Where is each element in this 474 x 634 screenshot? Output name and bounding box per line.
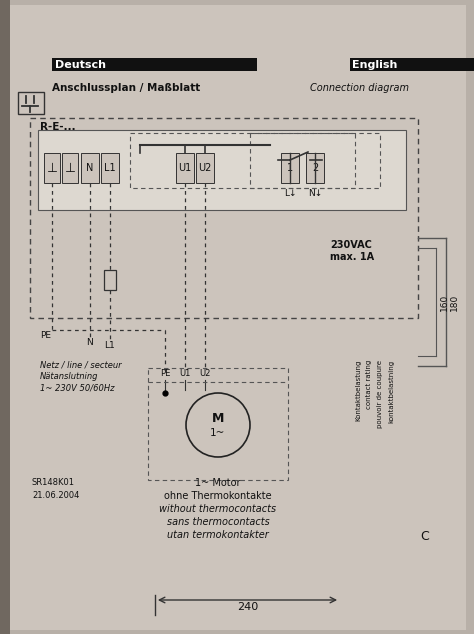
Text: Kontaktbelastung: Kontaktbelastung — [355, 360, 361, 422]
Text: contact rating: contact rating — [366, 360, 372, 410]
Bar — [44, 153, 60, 183]
Text: Anschlussplan / Maßblatt: Anschlussplan / Maßblatt — [52, 83, 200, 93]
Bar — [176, 153, 194, 183]
Bar — [52, 58, 257, 71]
Text: 160: 160 — [439, 294, 448, 311]
Text: 180: 180 — [449, 294, 458, 311]
Bar — [130, 133, 355, 188]
Text: L1: L1 — [105, 341, 115, 350]
Text: 230VAC
max. 1A: 230VAC max. 1A — [330, 240, 374, 262]
Text: 2: 2 — [312, 163, 318, 173]
Text: Connection diagram: Connection diagram — [310, 83, 409, 93]
Text: Deutsch: Deutsch — [55, 60, 106, 70]
Text: 240: 240 — [237, 602, 258, 612]
Bar — [62, 153, 78, 183]
Text: N: N — [86, 163, 94, 173]
Text: 1: 1 — [287, 163, 293, 173]
Text: R-E-...: R-E-... — [40, 122, 76, 132]
Bar — [81, 153, 99, 183]
Circle shape — [186, 393, 250, 457]
Text: M: M — [212, 413, 224, 425]
Text: utan termokontakter: utan termokontakter — [167, 530, 269, 540]
Bar — [306, 153, 324, 183]
Text: U2: U2 — [199, 369, 210, 378]
Text: without thermocontacts: without thermocontacts — [159, 504, 276, 514]
Text: Netz / line / secteur
Nätanslutning
1~ 230V 50/60Hz: Netz / line / secteur Nätanslutning 1~ 2… — [40, 360, 122, 392]
Text: L↓: L↓ — [284, 189, 296, 198]
Text: N: N — [87, 338, 93, 347]
Text: U1: U1 — [178, 163, 191, 173]
Bar — [196, 153, 214, 183]
Bar — [104, 270, 116, 290]
Text: ⊥: ⊥ — [46, 162, 57, 174]
Text: 1~: 1~ — [210, 428, 226, 438]
Bar — [250, 133, 380, 188]
Bar — [18, 92, 44, 114]
Bar — [148, 368, 288, 480]
Bar — [101, 153, 119, 183]
Text: SR148K01
21.06.2004: SR148K01 21.06.2004 — [32, 478, 79, 500]
Text: 1~ Motor: 1~ Motor — [195, 478, 241, 488]
Text: U1: U1 — [179, 369, 191, 378]
Bar — [30, 118, 418, 318]
Text: PE: PE — [40, 331, 52, 340]
Bar — [350, 58, 474, 71]
Text: C: C — [420, 530, 429, 543]
Text: N↓: N↓ — [308, 189, 322, 198]
Text: kontaktbelastning: kontaktbelastning — [388, 360, 394, 423]
Text: L1: L1 — [104, 163, 116, 173]
Text: ⊥: ⊥ — [64, 162, 75, 174]
Bar — [281, 153, 299, 183]
Text: pouvoir de coupure: pouvoir de coupure — [377, 360, 383, 428]
Text: PE: PE — [160, 369, 170, 378]
Text: sans thermocontacts: sans thermocontacts — [167, 517, 269, 527]
Text: U2: U2 — [198, 163, 212, 173]
Text: English: English — [352, 60, 397, 70]
Bar — [0, 0, 10, 634]
Text: ohne Thermokontakte: ohne Thermokontakte — [164, 491, 272, 501]
Bar — [38, 130, 406, 210]
